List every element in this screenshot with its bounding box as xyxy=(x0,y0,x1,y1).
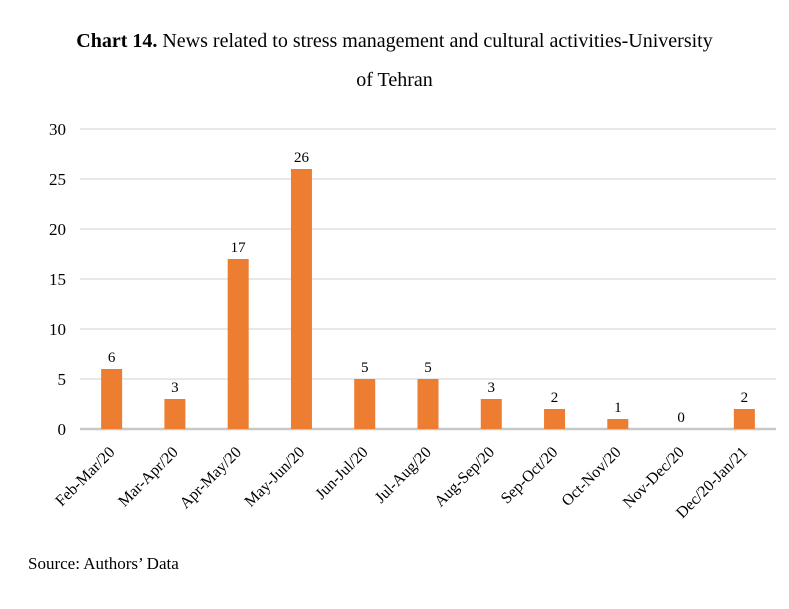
x-tick-label: Mar-Apr/20 xyxy=(115,444,181,510)
chart-title-line2: of Tehran xyxy=(356,69,433,91)
x-tick-label: Feb-Mar/20 xyxy=(52,444,118,510)
bar-value-label: 3 xyxy=(488,380,496,396)
chart-title: Chart 14. News related to stress managem… xyxy=(0,22,789,100)
x-tick-label: Jun-Jul/20 xyxy=(312,444,371,503)
bar xyxy=(227,259,249,429)
y-tick-label: 30 xyxy=(49,120,66,139)
y-tick-label: 20 xyxy=(49,220,66,239)
bar xyxy=(733,409,755,429)
bar-value-label: 3 xyxy=(171,380,179,396)
bar-value-label: 2 xyxy=(551,390,559,406)
x-tick-label: Nov-Dec/20 xyxy=(620,444,688,512)
bar-value-label: 2 xyxy=(741,390,749,406)
y-tick-label: 0 xyxy=(58,420,67,439)
bar-value-label: 5 xyxy=(424,360,432,376)
chart-title-text: News related to stress management and cu… xyxy=(157,30,713,52)
source-note: Source: Authors’ Data xyxy=(28,554,179,573)
chart-title-line1: Chart 14. News related to stress managem… xyxy=(0,22,789,61)
bar-value-label: 17 xyxy=(231,240,247,256)
bar xyxy=(354,379,376,429)
bar xyxy=(101,369,123,429)
y-tick-label: 25 xyxy=(49,170,66,189)
bar xyxy=(290,169,312,429)
x-tick-label: Apr-May/20 xyxy=(177,444,245,512)
x-tick-label: Aug-Sep/20 xyxy=(431,444,498,511)
x-tick-label: Sep-Oct/20 xyxy=(498,444,562,508)
bar-value-label: 26 xyxy=(294,150,310,166)
y-tick-label: 15 xyxy=(49,270,66,289)
bar xyxy=(164,399,186,429)
bar xyxy=(480,399,502,429)
y-tick-label: 5 xyxy=(58,370,67,389)
bar xyxy=(607,419,629,429)
bar-value-label: 0 xyxy=(677,410,685,426)
bar-value-label: 6 xyxy=(108,350,116,366)
bar xyxy=(417,379,439,429)
bar-value-label: 1 xyxy=(614,400,622,416)
x-tick-label: May-Jun/20 xyxy=(242,444,309,511)
x-tick-label: Jul-Aug/20 xyxy=(372,444,435,507)
chart-number: Chart 14. xyxy=(76,30,158,52)
x-tick-label: Oct-Nov/20 xyxy=(559,444,625,510)
bar-value-label: 5 xyxy=(361,360,369,376)
bar xyxy=(544,409,566,429)
y-tick-label: 10 xyxy=(49,320,66,339)
